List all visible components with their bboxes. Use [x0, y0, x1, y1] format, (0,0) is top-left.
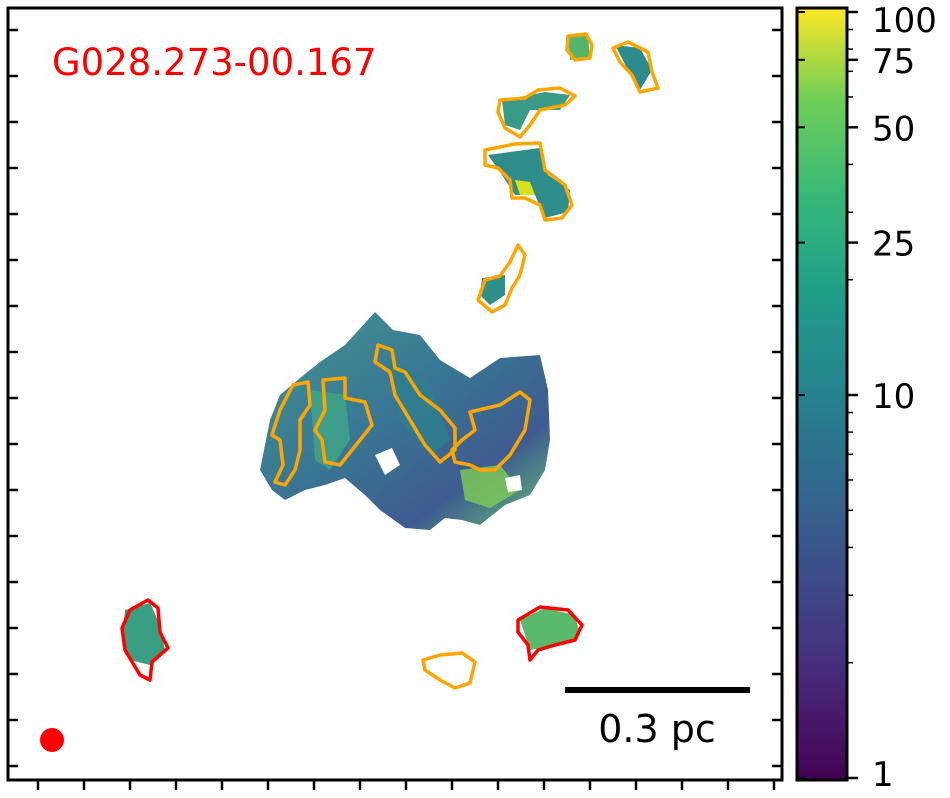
orange-contour: [270, 380, 312, 487]
emission-streak: [460, 465, 520, 508]
image-frame: [6, 6, 784, 782]
north-clump: [502, 92, 570, 130]
orange-contour: [421, 651, 477, 690]
north-clump-bright: [515, 180, 535, 195]
field-name-label: G028.273-00.167: [52, 41, 377, 84]
colorbar-tick-label: 25: [872, 225, 915, 265]
right-ticks: [772, 28, 782, 768]
orange-contour: [450, 390, 532, 472]
colorbar-tick-label: 75: [872, 42, 915, 82]
red-contour: [516, 605, 584, 662]
colorbar-tick-label: 10: [872, 377, 915, 417]
colorbar-tick-label: 100: [872, 1, 937, 41]
orange-contour: [483, 141, 574, 222]
orange-contour: [565, 32, 594, 62]
orange-contours: [270, 32, 660, 690]
left-ticks: [8, 28, 18, 768]
red-contour: [120, 598, 170, 682]
image-panel: 0.3 pc G028.273-00.167: [6, 6, 784, 790]
orange-contour: [476, 243, 527, 314]
orange-contour: [373, 343, 457, 464]
orange-contour: [313, 376, 374, 467]
beam-ellipse: [40, 728, 64, 752]
bottom-ticks: [36, 780, 776, 790]
emission-hole: [505, 475, 522, 492]
emission-hole: [375, 448, 400, 475]
red-contours: [120, 598, 584, 682]
emission-streak: [310, 390, 350, 470]
south-clump: [122, 603, 165, 665]
colorbar-tick-label: 50: [872, 109, 915, 149]
orange-contour: [611, 40, 660, 94]
emission-streak: [385, 355, 450, 455]
south-clump: [520, 608, 580, 650]
north-clump: [568, 36, 590, 60]
north-clump: [480, 275, 505, 305]
north-clump: [615, 45, 652, 90]
colorbar-tick-label: 1: [872, 755, 894, 794]
orange-contour: [496, 86, 577, 139]
scale-bar-label: 0.3 pc: [598, 707, 716, 751]
